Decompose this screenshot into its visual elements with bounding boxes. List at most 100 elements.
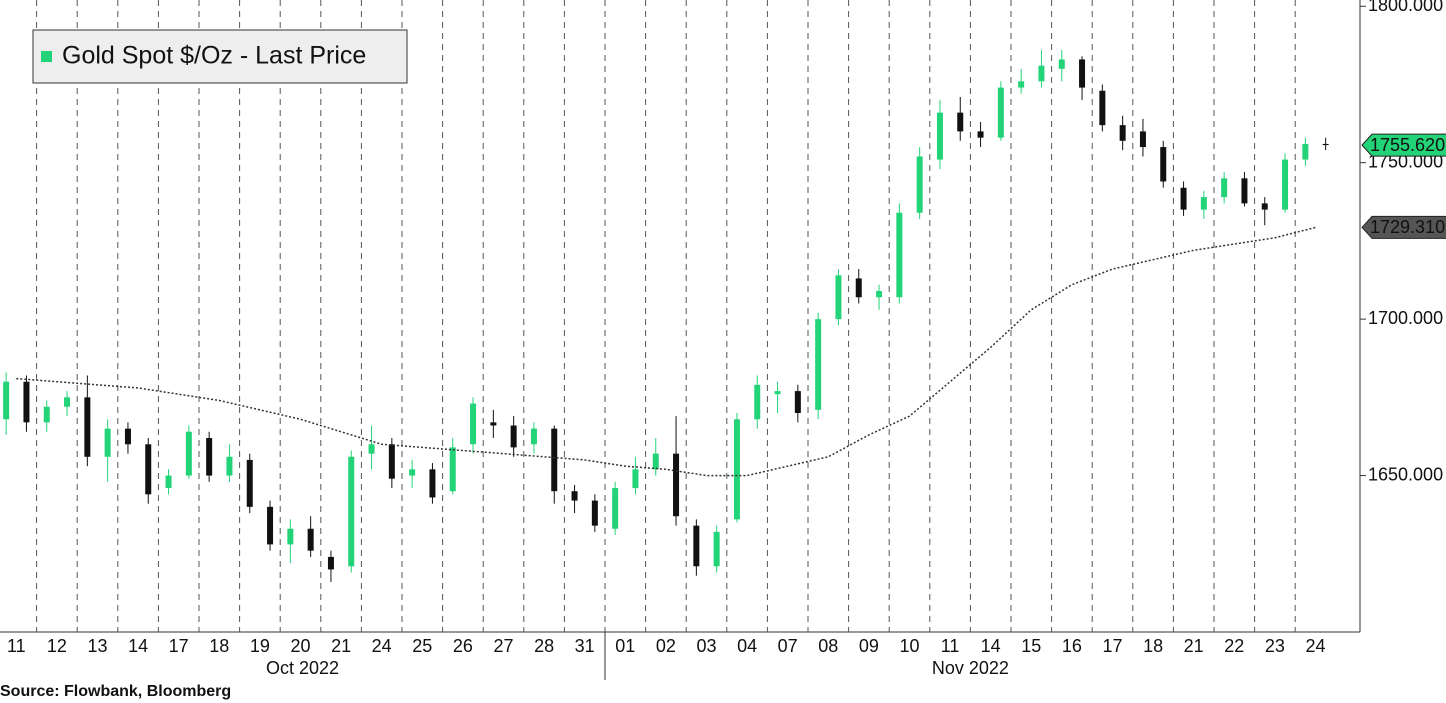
x-tick-label: 21 [1184,636,1204,656]
candle-body [429,469,436,498]
candle-body [733,419,740,520]
candle-body [612,488,619,529]
x-tick-label: 26 [453,636,473,656]
x-tick-label: 19 [250,636,270,656]
x-tick-label: 02 [656,636,676,656]
candle-body [388,444,395,479]
candle-body [490,422,497,426]
candle-body [855,278,862,298]
x-tick-label: 16 [1062,636,1082,656]
candle-body [165,475,172,489]
candle-body [267,506,274,545]
moving-average [16,226,1316,477]
candle-body [1322,143,1329,146]
candle-body [1302,143,1309,160]
candle-body [1018,81,1025,88]
candle-body [1119,125,1126,141]
candle-body [206,438,213,476]
candle-body [774,391,781,395]
candle-body [997,87,1004,138]
x-tick-label: 11 [941,636,960,656]
y-tick-label: 1700.000 [1368,308,1443,328]
y-tick-label: 1800.000 [1368,0,1443,15]
legend-swatch [41,51,52,62]
candle-body [835,275,842,320]
legend-box [32,29,408,84]
candle-body [145,444,152,495]
candle-body [307,528,314,551]
legend: Gold Spot $/Oz - Last Price [32,29,408,84]
candle-body [1139,131,1146,148]
candle-body [896,212,903,298]
x-tick-label: 17 [169,636,189,656]
candle-body [673,453,680,517]
candle-body [368,444,375,454]
candle-body [43,406,50,423]
price-tag-label: 1755.620 [1370,135,1445,155]
candle-body [1241,178,1248,204]
x-tick-label: 18 [209,636,229,656]
candle-body [510,425,517,448]
candle-body [1079,59,1086,88]
candle-body [571,491,578,501]
candle-body [1038,65,1045,82]
x-tick-label: 12 [47,636,67,656]
candle-body [551,428,558,492]
x-tick-label: 31 [575,636,595,656]
legend-label: Gold Spot $/Oz - Last Price [62,42,366,70]
candle-body [185,431,192,476]
candle-body [327,556,334,570]
x-tick-label: 24 [1305,636,1325,656]
candle-body [449,447,456,492]
candle-body [287,528,294,545]
candle-body [794,391,801,413]
x-tick-label: 20 [290,636,310,656]
candle-body [1058,59,1065,69]
candle-body [84,397,91,457]
x-tick-label: 22 [1224,636,1244,656]
candle-body [936,112,943,160]
candle-body [652,453,659,470]
candle-body [124,428,131,445]
candle-body [1200,197,1207,210]
x-tick-label: 01 [615,636,635,656]
candle-body [246,459,253,507]
candle-body [977,131,984,138]
price-tag [1361,215,1446,239]
month-label: Nov 2022 [932,658,1009,678]
candle-body [916,156,923,213]
x-tick-label: 14 [981,636,1001,656]
y-tick-label: 1650.000 [1368,464,1443,484]
month-label: Oct 2022 [266,658,339,678]
candle-body [632,469,639,489]
candle-body [530,428,537,445]
candle-body [104,428,111,457]
x-tick-label: 15 [1021,636,1041,656]
x-tick-label: 11 [7,636,26,656]
x-tick-label: 27 [493,636,513,656]
price-tag-label: 1729.310 [1370,217,1445,237]
candle-body [470,403,477,445]
candle-body [876,290,883,298]
candle-body [815,319,822,410]
x-tick-label: 21 [331,636,351,656]
candle-body [3,381,10,420]
candle-body [1160,147,1167,182]
x-tick-label: 14 [128,636,148,656]
candle-body [957,112,964,132]
x-tick-label: 10 [899,636,919,656]
candle-body [226,456,233,476]
candle-body [23,381,30,423]
x-tick-label: 07 [778,636,798,656]
x-tick-label: 04 [737,636,757,656]
x-tick-label: 18 [1143,636,1163,656]
candle-body [754,384,761,420]
candle-body [409,469,416,476]
x-tick-label: 13 [87,636,107,656]
candle-body [348,456,355,567]
source: Source: Flowbank, Bloomberg [0,683,231,700]
x-tick-label: 24 [372,636,392,656]
x-tick-label: 25 [412,636,432,656]
x-tick-label: 08 [818,636,838,656]
